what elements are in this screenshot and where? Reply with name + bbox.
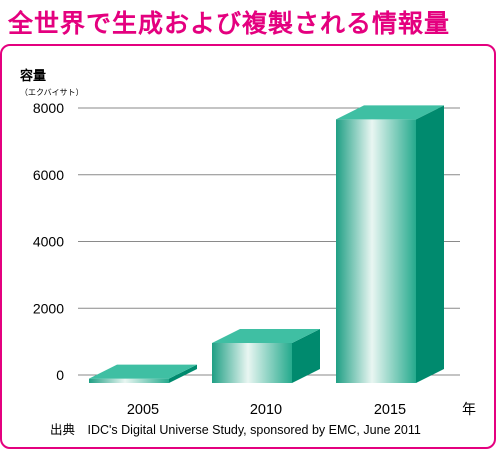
y-tick-label: 4000 xyxy=(33,234,64,250)
y-axis-label: 容量 xyxy=(19,68,46,83)
bar-front-2010 xyxy=(212,342,292,383)
bar-top-2010 xyxy=(212,328,320,343)
y-tick-label: 0 xyxy=(56,367,64,383)
y-axis-unit: （エクバイサト） xyxy=(20,88,84,97)
chart-title: 全世界で生成および複製される情報量 xyxy=(8,9,451,38)
bar-front-2005 xyxy=(89,378,169,383)
bar-front-2015 xyxy=(336,119,416,384)
x-tick-label: 2005 xyxy=(127,402,159,418)
bar-top-2015 xyxy=(336,105,444,120)
bar-side-2010 xyxy=(292,328,320,383)
bar-top-2005 xyxy=(89,364,197,379)
bar-side-2015 xyxy=(416,105,444,384)
y-tick-label: 2000 xyxy=(33,300,64,316)
x-axis-label: 年 xyxy=(462,401,476,417)
x-tick-label: 2015 xyxy=(374,402,406,418)
y-tick-label: 6000 xyxy=(33,167,64,183)
x-tick-label: 2010 xyxy=(250,402,282,418)
y-tick-label: 8000 xyxy=(33,100,64,116)
bar-side-2005 xyxy=(169,364,197,383)
source-note: 出典 IDC's Digital Universe Study, sponsor… xyxy=(50,423,421,437)
